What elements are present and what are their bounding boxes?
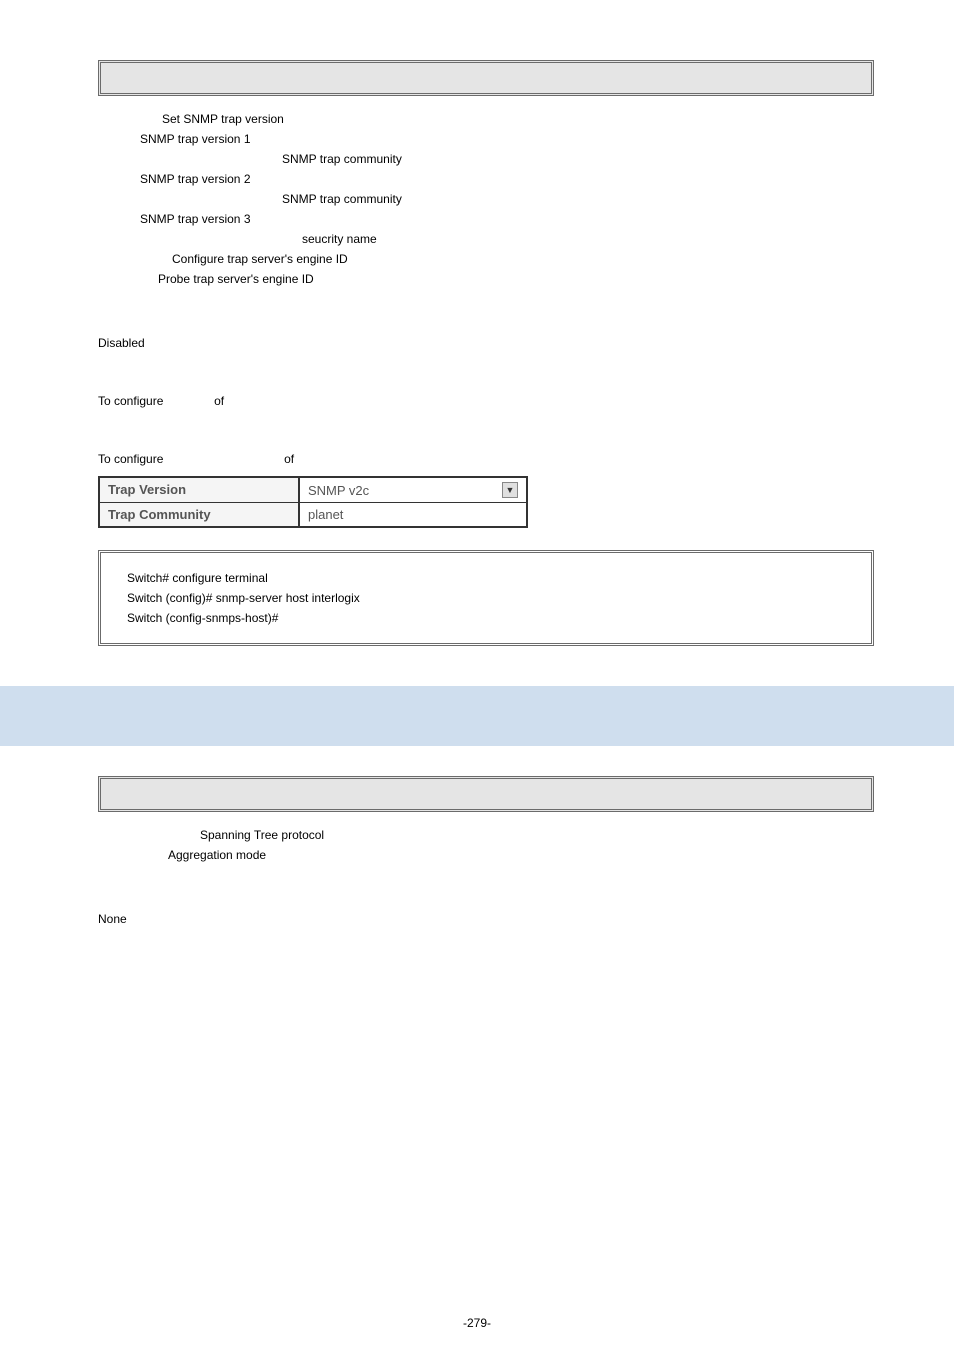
syntax-line: SNMP trap version 2 bbox=[140, 172, 874, 186]
table-row: Trap Version SNMP v2c ▼ bbox=[100, 478, 526, 502]
table-label: Trap Community bbox=[100, 503, 300, 526]
syntax2-rule-box bbox=[98, 776, 874, 812]
syntax-line: Set SNMP trap version bbox=[162, 112, 874, 126]
syntax-line: Configure trap server's engine ID bbox=[172, 252, 874, 266]
usage-1-a: To configure bbox=[98, 394, 163, 408]
param-table: Trap Version SNMP v2c ▼ Trap Communityplane… bbox=[98, 476, 528, 528]
table-label: Trap Version bbox=[100, 478, 300, 502]
usage-2-b: of bbox=[284, 452, 294, 466]
trap-community-input[interactable]: planet bbox=[304, 506, 522, 523]
syntax-line: SNMP trap community bbox=[282, 152, 874, 166]
syntax-rule-box bbox=[98, 60, 874, 96]
syntax-block: Set SNMP trap version SNMP trap version 1… bbox=[98, 112, 874, 286]
page-number: -279- bbox=[0, 1316, 954, 1330]
code-box: Switch# configure terminal Switch (config… bbox=[98, 550, 874, 646]
usage-line-2: To configure of bbox=[98, 452, 874, 466]
chevron-down-icon[interactable]: ▼ bbox=[502, 482, 518, 498]
syntax-line: SNMP trap version 1 bbox=[140, 132, 874, 146]
usage-1-b: of bbox=[214, 394, 224, 408]
code-line: Switch# configure terminal bbox=[127, 571, 845, 585]
syntax-line: seucrity name bbox=[302, 232, 874, 246]
usage-line-1: To configure of bbox=[98, 394, 874, 408]
default2-value: None bbox=[98, 912, 874, 926]
usage-2-a: To configure bbox=[98, 452, 163, 466]
syntax2-line: Spanning Tree protocol bbox=[200, 828, 874, 842]
syntax-line: SNMP trap community bbox=[282, 192, 874, 206]
code-line: Switch (config)# snmp-server host interl… bbox=[127, 591, 845, 605]
syntax-line: Probe trap server's engine ID bbox=[158, 272, 874, 286]
trap-version-select[interactable]: SNMP v2c ▼ bbox=[304, 480, 522, 500]
syntax2-line: Aggregation mode bbox=[168, 848, 874, 862]
table-value-cell: SNMP v2c ▼ bbox=[300, 478, 526, 502]
code-line: Switch (config-snmps-host)# bbox=[127, 611, 845, 625]
default-value: Disabled bbox=[98, 336, 874, 350]
section-band bbox=[0, 686, 954, 746]
document-page: Set SNMP trap version SNMP trap version 1… bbox=[0, 0, 954, 1350]
table-value-cell: planet bbox=[300, 503, 526, 526]
syntax-line: SNMP trap version 3 bbox=[140, 212, 874, 226]
table-row: Trap Communityplanet bbox=[100, 502, 526, 526]
select-value: SNMP v2c bbox=[308, 483, 369, 498]
syntax2-block: Spanning Tree protocol Aggregation mode bbox=[98, 828, 874, 862]
